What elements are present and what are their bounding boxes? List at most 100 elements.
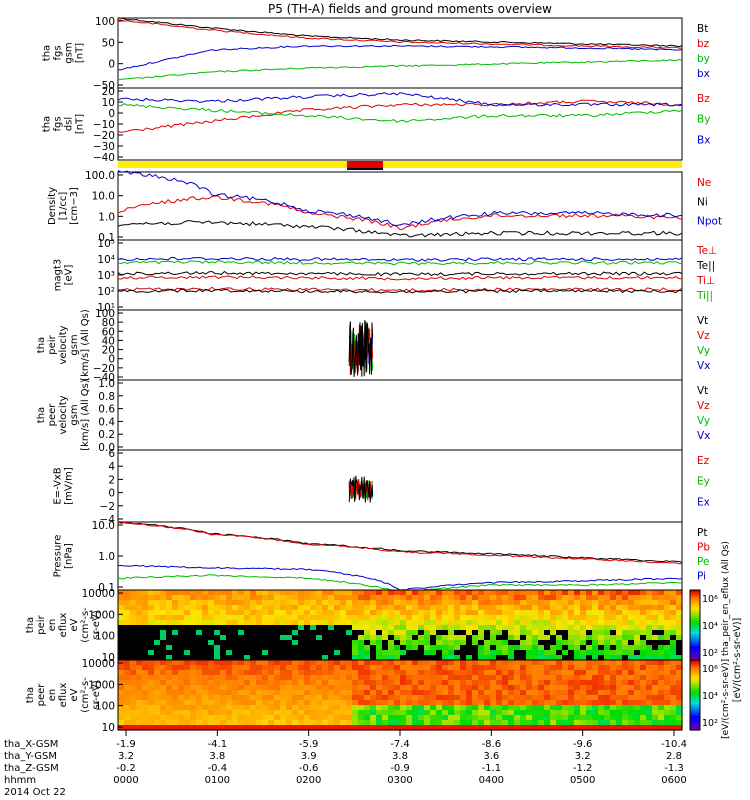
colorbar-tick: 10⁴ bbox=[702, 691, 718, 702]
axis-tick-value: 0500 bbox=[570, 775, 595, 786]
panel-efield: 642 0−2−4 E=-VxB [mV/m] Ez Ey Ex bbox=[53, 448, 710, 526]
y-tick-label: 10000 bbox=[82, 588, 115, 600]
y-tick-label: 0.1 bbox=[98, 232, 115, 244]
temp-trace bbox=[117, 260, 683, 266]
y-axis-label: tha bbox=[36, 407, 47, 423]
legend-Vt: Vt bbox=[697, 385, 708, 397]
axis-tick-value: -0.2 bbox=[116, 763, 136, 774]
y-tick-label: 0 bbox=[108, 59, 115, 71]
y-axis-label: sr-eV) bbox=[91, 680, 102, 709]
legend-Bz: Bz bbox=[697, 93, 710, 105]
temp-trace bbox=[117, 275, 683, 281]
y-axis-label: [nT] bbox=[75, 114, 86, 134]
axis-tick-value: 3.2 bbox=[575, 751, 591, 762]
y-tick-label: 10000 bbox=[82, 658, 115, 670]
colorbar-tick: 10⁶ bbox=[702, 594, 718, 605]
y-axis-label: en bbox=[47, 689, 58, 702]
y-tick-label: −2 bbox=[100, 501, 115, 513]
y-tick-label: 1000 bbox=[88, 679, 115, 691]
series-Bx bbox=[117, 92, 683, 107]
plot-title: P5 (TH-A) fields and ground moments over… bbox=[268, 2, 552, 16]
y-tick-label: 0.8 bbox=[98, 391, 115, 403]
y-tick-label: 100 bbox=[95, 16, 115, 28]
axis-tick-value: 0300 bbox=[387, 775, 412, 786]
colorbar-tick: 10⁶ bbox=[702, 664, 718, 675]
colorbar-tick: 10² bbox=[702, 648, 718, 659]
mode-bar-yellow bbox=[118, 161, 682, 168]
legend-Vy: Vy bbox=[697, 415, 710, 427]
y-axis-label: E=-VxB bbox=[53, 467, 64, 504]
y-tick-label: 2 bbox=[108, 474, 115, 486]
axis-tick-value: -1.3 bbox=[664, 763, 684, 774]
axis-row-label: tha_Y-GSM bbox=[4, 751, 57, 762]
y-tick-label: 0.2 bbox=[98, 429, 115, 441]
y-tick-label: 10 bbox=[102, 97, 115, 109]
y-tick-label: −20 bbox=[93, 130, 115, 142]
y-tick-label: 10.0 bbox=[92, 520, 115, 532]
legend-bz: bz bbox=[697, 38, 710, 50]
y-tick-label: 100 bbox=[95, 701, 115, 713]
axis-row-label: hhmm bbox=[4, 775, 36, 786]
legend-Pt: Pt bbox=[697, 527, 707, 539]
legend-Ne: Ne bbox=[697, 177, 711, 189]
colorbar-tick: 10⁴ bbox=[702, 621, 718, 632]
y-tick-label: 10.0 bbox=[92, 191, 115, 203]
y-tick-label: 0 bbox=[108, 488, 115, 500]
series-By bbox=[117, 103, 683, 123]
axis-row-label: tha_X-GSM bbox=[4, 739, 58, 750]
y-axis-label: dsl bbox=[64, 117, 75, 131]
series-by bbox=[117, 58, 683, 81]
panel-peer-vel: 1.00.80.60.40.20.0 tha peer velocity gsm [km/… bbox=[36, 378, 710, 454]
y-tick-label: −20 bbox=[93, 363, 115, 375]
legend-Vz: Vz bbox=[697, 400, 710, 412]
y-tick-label: 1.0 bbox=[98, 378, 115, 390]
legend-Ex: Ex bbox=[697, 496, 710, 508]
y-axis-label: [nT] bbox=[75, 43, 86, 63]
panel-frame bbox=[117, 449, 683, 523]
series-bx bbox=[118, 44, 683, 71]
y-axis-label: tha bbox=[25, 617, 36, 633]
legend-Pb: Pb bbox=[697, 542, 710, 554]
y-tick-label: 0.4 bbox=[98, 416, 115, 428]
y-tick-label: 100.0 bbox=[85, 170, 115, 182]
panel-frame bbox=[117, 309, 683, 381]
axis-tick-value: 2.8 bbox=[666, 751, 682, 762]
colorbar-label-2: [eV/(cm²-s-sr-eV)] tha_peir_en_eflux (Al… bbox=[721, 541, 731, 739]
legend-Vx: Vx bbox=[697, 360, 710, 372]
panel-frame bbox=[117, 379, 683, 451]
y-axis-label: [1/cc] bbox=[58, 192, 69, 221]
series-Ni bbox=[117, 220, 683, 238]
y-axis-label: tha bbox=[42, 45, 53, 61]
y-tick-label: 4 bbox=[108, 461, 115, 473]
y-axis-label: gsm bbox=[69, 334, 80, 355]
y-axis-label: [km/s] (All Qs) bbox=[80, 379, 91, 451]
y-tick-label: −40 bbox=[93, 372, 115, 384]
y-axis-label: [nPa] bbox=[64, 543, 75, 569]
legend-Ti⊥: Ti⊥ bbox=[696, 275, 715, 287]
y-axis-label: peir bbox=[36, 614, 47, 634]
axis-tick-value: 3.6 bbox=[483, 751, 499, 762]
y-tick-label: 6 bbox=[108, 448, 115, 460]
y-axis-label: eflux bbox=[58, 613, 69, 638]
y-tick-label: 100 bbox=[95, 631, 115, 643]
legend-By: By bbox=[697, 114, 710, 126]
panel-fgs-gsm: 100 50 0 −50 tha fgs gsm [nT] Bt bz by bx bbox=[42, 16, 710, 92]
y-axis-label: fgs bbox=[53, 45, 64, 60]
temp-trace bbox=[117, 270, 683, 277]
y-tick-label: 10⁴ bbox=[97, 254, 115, 266]
legend-Bx: Bx bbox=[697, 134, 710, 146]
series-Pb bbox=[117, 521, 683, 565]
axis-tick-value: -4.1 bbox=[208, 739, 228, 750]
axis-tick-value: -10.4 bbox=[661, 739, 687, 750]
axis-tick-value: -5.9 bbox=[299, 739, 319, 750]
y-axis-label: en bbox=[47, 619, 58, 632]
panel-pressure: 10.0 1.0 0.1 Pressure [nPa] Pt Pb Pe Pi bbox=[53, 520, 711, 594]
legend-Te||: Te|| bbox=[696, 260, 715, 272]
axis-tick-value: -7.4 bbox=[390, 739, 410, 750]
y-tick-label: −10 bbox=[93, 119, 115, 131]
y-tick-label: 50 bbox=[102, 37, 115, 49]
temp-trace bbox=[117, 256, 683, 262]
date-label: 2014 Oct 22 bbox=[4, 787, 66, 798]
y-axis-label: [cm−3] bbox=[69, 187, 80, 225]
panel-frame bbox=[117, 87, 683, 161]
